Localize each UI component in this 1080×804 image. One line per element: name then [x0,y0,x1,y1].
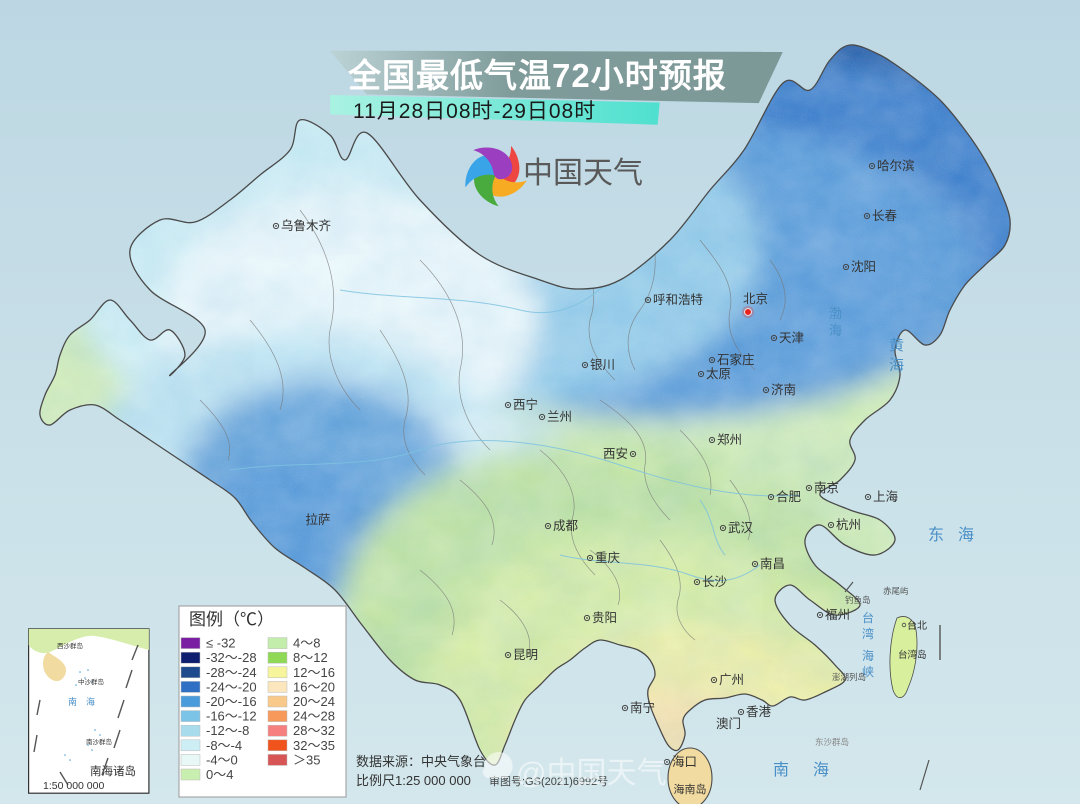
svg-text:-4～0: -4～0 [206,752,238,767]
svg-text:钓鱼岛: 钓鱼岛 [845,595,871,605]
svg-text:-28～-24: -28～-24 [206,665,257,680]
svg-text:杭州: 杭州 [836,517,861,532]
svg-text:比例尺1:25 000 000: 比例尺1:25 000 000 [356,773,471,788]
svg-text:20～24: 20～24 [293,694,335,709]
svg-text:台: 台 [862,610,874,625]
svg-text:11月28日08时-29日08时: 11月28日08时-29日08时 [353,100,596,123]
svg-text:香港: 香港 [746,705,772,719]
svg-text:上海: 上海 [873,489,899,504]
svg-text:哈尔滨: 哈尔滨 [877,158,915,173]
svg-text:-24～-20: -24～-20 [206,679,257,694]
svg-text:西沙群岛: 西沙群岛 [57,641,83,650]
svg-text:南宁: 南宁 [630,700,655,715]
svg-text:沈阳: 沈阳 [851,259,876,274]
svg-text:兰州: 兰州 [547,410,572,424]
svg-text:-8～-4: -8～-4 [206,738,242,753]
svg-text:长春: 长春 [872,209,898,223]
svg-text:24～28: 24～28 [293,709,335,724]
svg-text:南 海: 南 海 [68,696,95,707]
svg-text:≤ -32: ≤ -32 [206,636,236,651]
svg-text:成都: 成都 [553,519,579,533]
svg-text:福州: 福州 [825,607,850,622]
svg-text:8～12: 8～12 [293,650,328,665]
svg-text:贵阳: 贵阳 [592,611,617,625]
svg-text:南京: 南京 [814,480,839,495]
svg-text:黄: 黄 [889,337,904,354]
svg-text:西安: 西安 [603,446,628,461]
svg-text:海: 海 [889,357,904,374]
svg-text:28～32: 28～32 [293,723,335,738]
svg-text:乌鲁木齐: 乌鲁木齐 [281,218,332,233]
svg-text:郑州: 郑州 [717,432,742,447]
svg-text:南沙群岛: 南沙群岛 [86,737,112,746]
svg-text:数据来源：中央气象台: 数据来源：中央气象台 [356,754,486,769]
svg-text:0～4: 0～4 [206,767,233,782]
svg-text:澎湖列岛: 澎湖列岛 [832,672,866,682]
svg-text:@中国天气: @中国天气 [516,757,666,790]
svg-text:南: 南 [773,761,789,779]
svg-text:澳门: 澳门 [716,716,741,731]
svg-text:西宁: 西宁 [513,397,538,412]
svg-text:16～20: 16～20 [293,679,335,694]
svg-text:4～8: 4～8 [293,636,320,651]
svg-text:重庆: 重庆 [595,550,621,565]
svg-text:东沙群岛: 东沙群岛 [815,737,849,747]
svg-text:-20～-16: -20～-16 [206,694,257,709]
svg-text:天津: 天津 [779,331,804,345]
svg-text:石家庄: 石家庄 [717,352,755,367]
svg-text:海: 海 [958,526,974,544]
svg-text:-32～-28: -32～-28 [206,650,257,665]
svg-text:呼和浩特: 呼和浩特 [653,292,703,307]
svg-text:广州: 广州 [719,673,744,687]
svg-text:图例（℃）: 图例（℃） [189,610,274,629]
svg-text:南昌: 南昌 [760,556,785,571]
svg-text:银川: 银川 [590,358,615,372]
svg-text:中国天气: 中国天气 [523,157,643,190]
svg-text:昆明: 昆明 [513,648,538,662]
svg-text:海口: 海口 [672,754,697,769]
svg-text:台北: 台北 [907,619,927,632]
svg-text:12～16: 12～16 [293,665,335,680]
svg-text:-16～-12: -16～-12 [206,709,257,724]
svg-text:长沙: 长沙 [702,575,728,589]
svg-text:拉萨: 拉萨 [305,512,330,527]
svg-text:太原: 太原 [706,366,731,381]
svg-text:赤尾屿: 赤尾屿 [883,586,909,596]
svg-text:中沙群岛: 中沙群岛 [78,677,104,686]
svg-text:湾: 湾 [862,626,874,641]
svg-text:＞35: ＞35 [293,752,320,767]
svg-text:台湾岛: 台湾岛 [898,649,927,661]
svg-text:海南岛: 海南岛 [674,782,707,796]
svg-text:海: 海 [813,761,829,779]
svg-text:海: 海 [829,323,842,338]
svg-text:1:50 000 000: 1:50 000 000 [43,780,104,792]
svg-text:合肥: 合肥 [776,489,802,504]
svg-text:海: 海 [862,648,874,663]
svg-text:武汉: 武汉 [728,521,754,535]
svg-text:北京: 北京 [743,292,768,306]
svg-text:渤: 渤 [829,306,842,321]
svg-text:东: 东 [928,526,944,544]
svg-text:南海诸岛: 南海诸岛 [90,764,136,778]
svg-text:-12～-8: -12～-8 [206,723,249,738]
svg-text:全国最低气温72小时预报: 全国最低气温72小时预报 [347,57,727,94]
svg-text:32～35: 32～35 [293,738,335,753]
svg-text:济南: 济南 [771,382,796,397]
